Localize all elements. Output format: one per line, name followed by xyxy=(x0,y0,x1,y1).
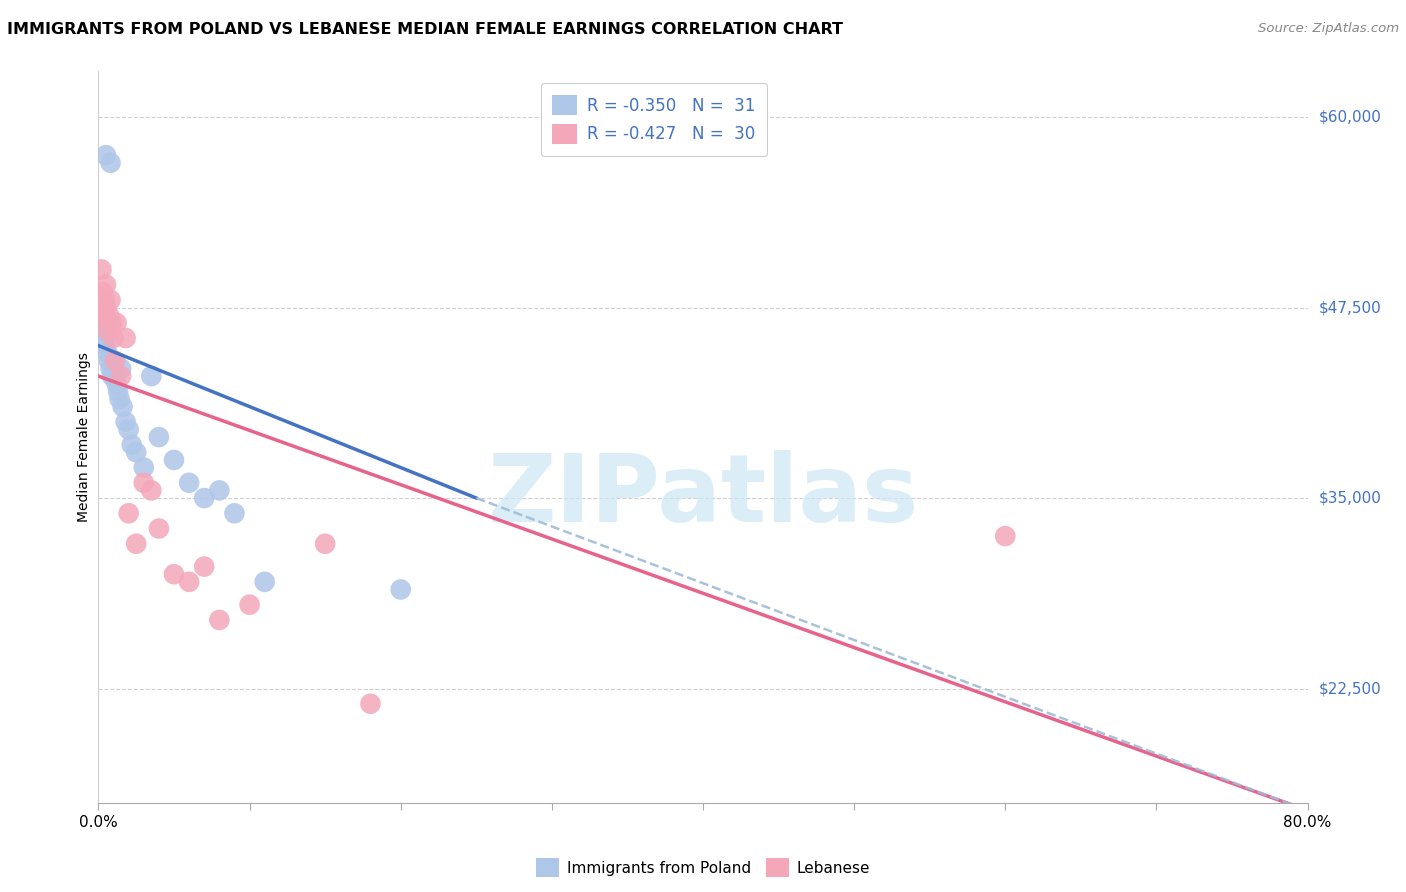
Text: $22,500: $22,500 xyxy=(1319,681,1382,696)
Point xyxy=(90,316,112,330)
Point xyxy=(177,574,201,589)
Point xyxy=(177,475,201,490)
Point xyxy=(163,567,186,582)
Point xyxy=(94,301,117,315)
Point xyxy=(141,483,163,498)
Point xyxy=(110,369,132,384)
Point xyxy=(148,430,170,444)
Point xyxy=(100,156,122,170)
Text: ZIPatlas: ZIPatlas xyxy=(488,450,918,541)
Legend: Immigrants from Poland, Lebanese: Immigrants from Poland, Lebanese xyxy=(530,852,876,883)
Text: Source: ZipAtlas.com: Source: ZipAtlas.com xyxy=(1258,22,1399,36)
Point xyxy=(105,376,128,391)
Text: IMMIGRANTS FROM POLAND VS LEBANESE MEDIAN FEMALE EARNINGS CORRELATION CHART: IMMIGRANTS FROM POLAND VS LEBANESE MEDIA… xyxy=(7,22,844,37)
Point xyxy=(101,369,124,384)
Point xyxy=(96,346,118,360)
Point xyxy=(94,277,117,292)
Point xyxy=(89,308,111,322)
Point xyxy=(148,521,170,535)
Point xyxy=(163,453,186,467)
Point xyxy=(94,339,117,353)
Point xyxy=(994,529,1017,543)
Point xyxy=(111,400,134,414)
Point xyxy=(91,323,114,337)
Point xyxy=(103,354,125,368)
Y-axis label: Median Female Earnings: Median Female Earnings xyxy=(77,352,91,522)
Point xyxy=(98,308,121,322)
Point xyxy=(208,483,231,498)
Point xyxy=(118,422,141,436)
Point xyxy=(114,415,136,429)
Point xyxy=(193,559,215,574)
Point xyxy=(121,438,143,452)
Point xyxy=(100,293,122,307)
Point xyxy=(314,537,336,551)
Point xyxy=(118,506,141,520)
Text: $47,500: $47,500 xyxy=(1319,300,1382,315)
Point xyxy=(101,316,124,330)
Point xyxy=(110,361,132,376)
Point xyxy=(108,392,131,406)
Point xyxy=(93,293,115,307)
Point xyxy=(96,323,118,337)
Point xyxy=(389,582,412,597)
Point xyxy=(103,331,125,345)
Point xyxy=(125,445,148,459)
Point xyxy=(100,361,122,376)
Point xyxy=(125,537,148,551)
Point xyxy=(104,369,127,384)
Point xyxy=(253,574,276,589)
Point xyxy=(104,354,127,368)
Point xyxy=(114,331,136,345)
Point xyxy=(239,598,262,612)
Text: $35,000: $35,000 xyxy=(1319,491,1382,506)
Point xyxy=(93,308,115,322)
Point xyxy=(91,301,114,315)
Point xyxy=(94,148,117,162)
Point xyxy=(91,285,114,300)
Point xyxy=(107,384,129,399)
Point xyxy=(360,697,382,711)
Point xyxy=(90,262,112,277)
Point xyxy=(193,491,215,505)
Point xyxy=(224,506,246,520)
Point xyxy=(141,369,163,384)
Point xyxy=(132,460,155,475)
Point xyxy=(105,316,128,330)
Text: $60,000: $60,000 xyxy=(1319,110,1382,125)
Point xyxy=(93,331,115,345)
Point xyxy=(132,475,155,490)
Point xyxy=(98,354,121,368)
Point xyxy=(208,613,231,627)
